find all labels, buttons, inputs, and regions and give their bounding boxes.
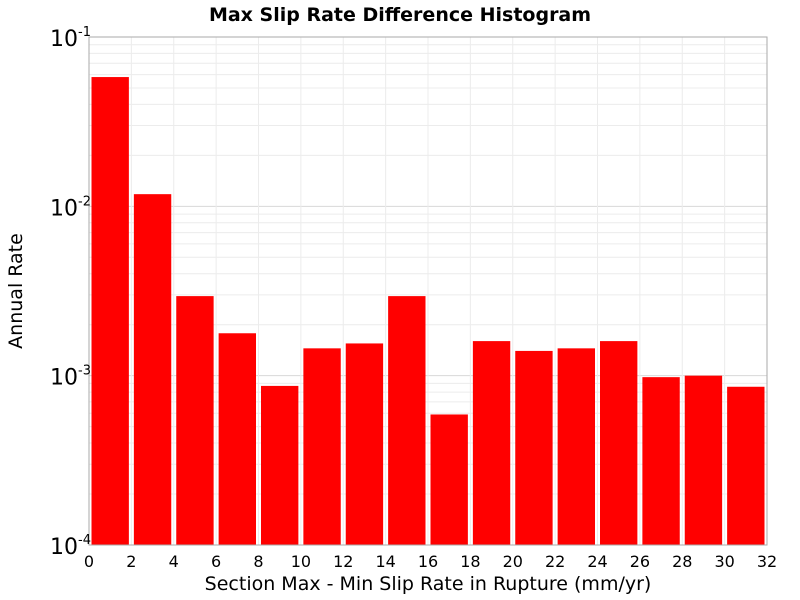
bar [261,385,299,545]
x-tick-label: 24 [587,552,607,571]
bar [472,341,511,545]
x-tick-label: 22 [545,552,565,571]
plot-border [88,36,768,546]
bar [642,377,680,545]
bar [176,296,214,545]
bar [430,414,468,545]
x-tick-label: 16 [418,552,438,571]
x-tick-label: 32 [757,552,777,571]
x-tick-label: 28 [672,552,692,571]
y-tick-labels: 10-1 10-2 10-3 10-4 [50,25,91,560]
y-tick-label: 10-4 [50,533,91,560]
x-tick-label: 18 [460,552,480,571]
x-tick-label: 26 [630,552,650,571]
x-axis-label: Section Max - Min Slip Rate in Rupture (… [205,573,652,595]
bar [133,194,172,545]
bar [91,77,129,546]
x-tick-label: 20 [503,552,523,571]
y-axis-label: Annual Rate [5,233,27,349]
bar [388,296,426,545]
x-tick-labels: 0 2 4 6 8 10 12 14 16 18 20 22 24 26 28 30 32 [84,552,777,571]
x-tick-label: 2 [126,552,136,571]
bars [91,77,765,546]
x-tick-label: 12 [333,552,353,571]
bar [218,333,256,545]
x-tick-label: 30 [714,552,734,571]
bar [303,348,341,545]
x-tick-label: 10 [291,552,311,571]
bar [557,348,595,545]
y-tick-label: 10-2 [50,194,91,221]
bar [345,343,384,545]
x-tick-label: 8 [253,552,263,571]
x-tick-label: 14 [375,552,395,571]
bar [515,350,553,545]
x-tick-label: 6 [211,552,221,571]
chart-title: Max Slip Rate Difference Histogram [209,4,591,26]
x-tick-label: 4 [169,552,179,571]
bar [727,386,765,545]
bar [600,341,638,545]
x-tick-label: 0 [84,552,94,571]
y-tick-label: 10-1 [50,25,91,52]
bar [684,375,723,545]
y-tick-label: 10-3 [50,364,91,391]
